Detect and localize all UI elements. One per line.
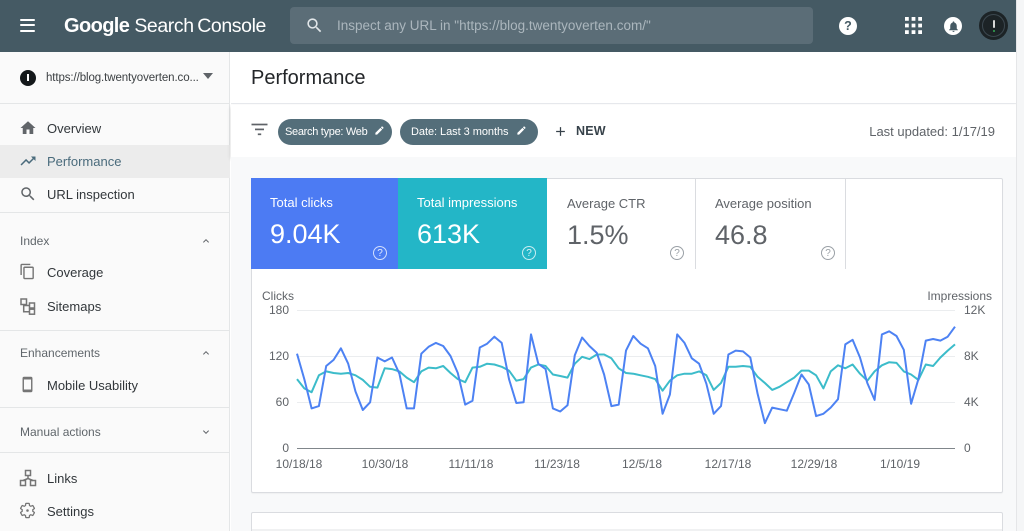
svg-text:10/30/18: 10/30/18 [362, 457, 409, 471]
svg-text:8K: 8K [964, 349, 979, 363]
svg-text:12/5/18: 12/5/18 [622, 457, 662, 471]
svg-text:12/29/18: 12/29/18 [791, 457, 838, 471]
svg-text:0: 0 [282, 441, 289, 455]
svg-text:12/17/18: 12/17/18 [705, 457, 752, 471]
svg-text:120: 120 [269, 349, 289, 363]
svg-text:0: 0 [964, 441, 971, 455]
svg-text:1/10/19: 1/10/19 [880, 457, 920, 471]
svg-text:11/23/18: 11/23/18 [534, 457, 580, 471]
svg-text:10/18/18: 10/18/18 [276, 457, 323, 471]
svg-text:Impressions: Impressions [927, 289, 992, 303]
svg-text:60: 60 [276, 395, 290, 409]
svg-text:12K: 12K [964, 303, 985, 317]
svg-text:Clicks: Clicks [262, 289, 294, 303]
svg-text:180: 180 [269, 303, 289, 317]
svg-text:4K: 4K [964, 395, 979, 409]
svg-text:11/11/18: 11/11/18 [449, 457, 494, 471]
